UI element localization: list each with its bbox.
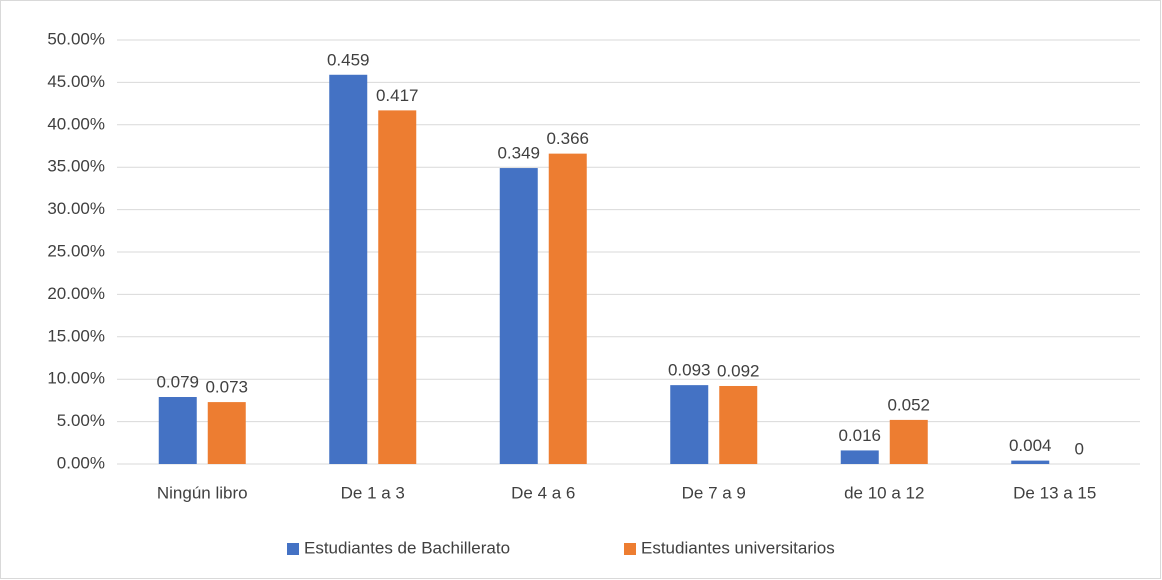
y-tick-label: 0.00% (57, 453, 105, 472)
y-tick-label: 25.00% (47, 241, 105, 260)
bar (670, 385, 709, 464)
data-label: 0.004 (1009, 436, 1052, 455)
legend-label: Estudiantes universitarios (641, 538, 835, 557)
y-tick-label: 50.00% (47, 29, 105, 48)
bar (378, 110, 417, 464)
data-label: 0.092 (717, 361, 760, 380)
legend-label: Estudiantes de Bachillerato (304, 538, 510, 557)
y-tick-label: 30.00% (47, 199, 105, 218)
y-tick-label: 10.00% (47, 369, 105, 388)
data-label: 0.079 (156, 372, 199, 391)
data-label: 0.093 (668, 361, 711, 380)
y-tick-label: 5.00% (57, 411, 105, 430)
legend-swatch (287, 543, 299, 555)
bar (329, 74, 368, 464)
x-tick-label: De 7 a 9 (682, 483, 746, 502)
data-label: 0.366 (546, 129, 589, 148)
data-label: 0.349 (497, 144, 540, 163)
y-tick-label: 35.00% (47, 157, 105, 176)
data-label: 0.073 (205, 378, 248, 397)
x-tick-label: De 4 a 6 (511, 483, 575, 502)
data-label: 0.016 (838, 426, 881, 445)
y-tick-label: 20.00% (47, 284, 105, 303)
x-tick-label: De 13 a 15 (1013, 483, 1096, 502)
bar (499, 168, 538, 464)
y-tick-label: 45.00% (47, 72, 105, 91)
bar (840, 450, 879, 464)
bar (158, 397, 197, 464)
bar (1011, 460, 1050, 464)
data-label: 0.459 (327, 50, 370, 69)
data-label: 0.052 (887, 395, 930, 414)
x-tick-label: De 1 a 3 (341, 483, 405, 502)
bar (889, 419, 928, 464)
x-tick-label: de 10 a 12 (844, 483, 924, 502)
bar (207, 402, 246, 464)
x-tick-label: Ningún libro (157, 483, 248, 502)
bar (548, 153, 587, 464)
y-tick-label: 40.00% (47, 114, 105, 133)
legend-swatch (624, 543, 636, 555)
data-label: 0 (1075, 439, 1084, 458)
bar (719, 385, 758, 464)
data-label: 0.417 (376, 86, 419, 105)
y-tick-label: 15.00% (47, 326, 105, 345)
